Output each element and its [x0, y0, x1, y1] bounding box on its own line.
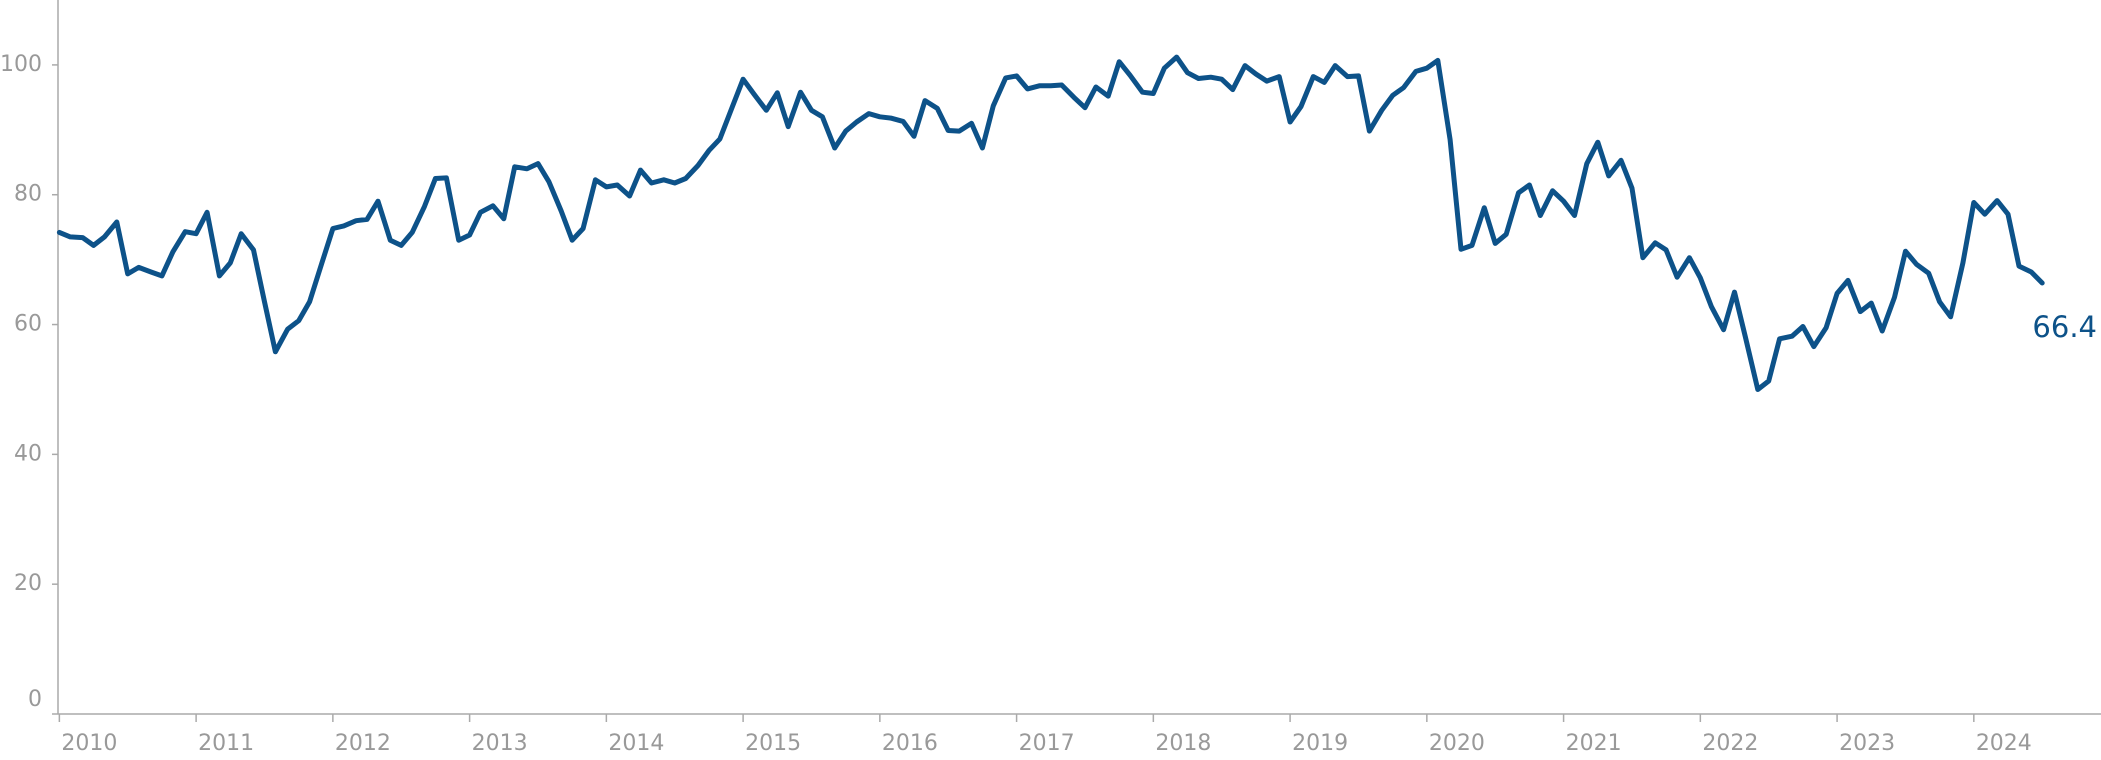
x-tick-label: 2019: [1292, 731, 1348, 756]
x-tick-label: 2012: [335, 731, 391, 756]
x-tick-label: 2011: [198, 731, 254, 756]
y-tick-label: 60: [14, 312, 42, 337]
x-tick-label: 2022: [1702, 731, 1758, 756]
y-tick-label: 20: [14, 571, 42, 596]
x-tick-label: 2017: [1019, 731, 1075, 756]
x-tick-label: 2010: [61, 731, 117, 756]
x-tick-label: 2014: [608, 731, 664, 756]
x-tick-label: 2024: [1976, 731, 2032, 756]
y-tick-label: 100: [0, 52, 42, 77]
x-tick-label: 2016: [882, 731, 938, 756]
y-tick-label: 80: [14, 182, 42, 207]
x-tick-label: 2023: [1839, 731, 1895, 756]
y-tick-label: 0: [28, 687, 42, 712]
x-tick-label: 2018: [1155, 731, 1211, 756]
line-series: [56, 54, 2045, 392]
x-tick-label: 2015: [745, 731, 801, 756]
x-tick-label: 2020: [1429, 731, 1485, 756]
x-tick-label: 2013: [472, 731, 528, 756]
end-label: 66.4: [2032, 310, 2097, 344]
x-tick-label: 2021: [1566, 731, 1622, 756]
y-tick-label: 40: [14, 441, 42, 466]
